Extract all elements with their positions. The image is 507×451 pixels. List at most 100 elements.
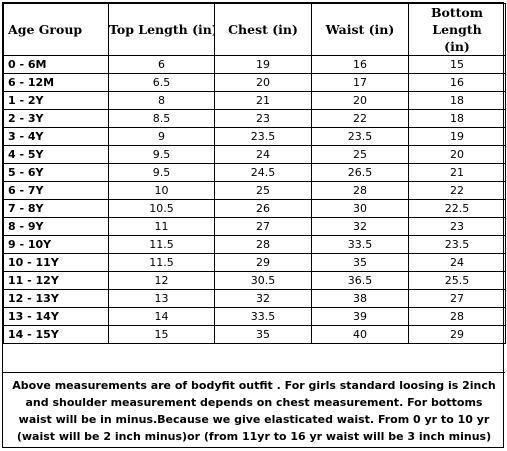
- table-row: 8 - 9Y 11 27 32 23: [3, 217, 506, 236]
- top-length-cell: 10.5: [108, 199, 215, 218]
- age-group-cell: 6 - 7Y: [3, 181, 109, 200]
- chest-cell: 24: [214, 145, 312, 164]
- age-group-cell: 14 - 15Y: [3, 325, 109, 344]
- chest-cell: 24.5: [214, 163, 312, 182]
- bottom-length-cell: 27: [408, 289, 506, 308]
- waist-cell: 28: [311, 181, 409, 200]
- table-row: 7 - 8Y 10.5 26 30 22.5: [3, 199, 506, 218]
- top-length-cell: 9.5: [108, 145, 215, 164]
- bottom-length-cell: 24: [408, 253, 506, 272]
- bottom-length-cell: 23: [408, 217, 506, 236]
- chest-cell: 27: [214, 217, 312, 236]
- table-header-row: Age Group Top Length (in) Chest (in) Wai…: [3, 3, 506, 56]
- table-row: 14 - 15Y 15 35 40 29: [3, 325, 506, 344]
- age-group-cell: 2 - 3Y: [3, 109, 109, 128]
- waist-cell: 23.5: [311, 127, 409, 146]
- table-row: 6 - 7Y 10 25 28 22: [3, 181, 506, 200]
- age-group-cell: 1 - 2Y: [3, 91, 109, 110]
- top-length-cell: 15: [108, 325, 215, 344]
- header-chest: Chest (in): [214, 3, 312, 56]
- table-row: 6 - 12M 6.5 20 17 16: [3, 73, 506, 92]
- bottom-length-cell: 20: [408, 145, 506, 164]
- bottom-length-cell: 28: [408, 307, 506, 326]
- bottom-length-cell: 21: [408, 163, 506, 182]
- waist-cell: 39: [311, 307, 409, 326]
- chest-cell: 23.5: [214, 127, 312, 146]
- header-age-group: Age Group: [3, 3, 109, 56]
- chest-cell: 25: [214, 181, 312, 200]
- bottom-length-cell: 22: [408, 181, 506, 200]
- waist-cell: 25: [311, 145, 409, 164]
- header-top-length: Top Length (in): [108, 3, 215, 56]
- header-bottom-length-label: Bottom Length (in): [430, 5, 483, 54]
- waist-cell: 40: [311, 325, 409, 344]
- table-row: 12 - 13Y 13 32 38 27: [3, 289, 506, 308]
- waist-cell: 20: [311, 91, 409, 110]
- top-length-cell: 8: [108, 91, 215, 110]
- table-row: 2 - 3Y 8.5 23 22 18: [3, 109, 506, 128]
- top-length-cell: 9.5: [108, 163, 215, 182]
- table-row: 3 - 4Y 9 23.5 23.5 19: [3, 127, 506, 146]
- age-group-cell: 5 - 6Y: [3, 163, 109, 182]
- waist-cell: 38: [311, 289, 409, 308]
- header-bottom-length: Bottom Length (in): [408, 3, 506, 56]
- chest-cell: 29: [214, 253, 312, 272]
- top-length-cell: 9: [108, 127, 215, 146]
- size-table: Age Group Top Length (in) Chest (in) Wai…: [3, 3, 506, 344]
- age-group-cell: 9 - 10Y: [3, 235, 109, 254]
- top-length-cell: 8.5: [108, 109, 215, 128]
- bottom-length-cell: 18: [408, 91, 506, 110]
- table-row: 1 - 2Y 8 21 20 18: [3, 91, 506, 110]
- age-group-cell: 11 - 12Y: [3, 271, 109, 290]
- table-row: 11 - 12Y 12 30.5 36.5 25.5: [3, 271, 506, 290]
- table-row: 10 - 11Y 11.5 29 35 24: [3, 253, 506, 272]
- waist-cell: 26.5: [311, 163, 409, 182]
- waist-cell: 16: [311, 55, 409, 74]
- table-row: 5 - 6Y 9.5 24.5 26.5 21: [3, 163, 506, 182]
- age-group-cell: 0 - 6M: [3, 55, 109, 74]
- age-group-cell: 10 - 11Y: [3, 253, 109, 272]
- bottom-length-cell: 22.5: [408, 199, 506, 218]
- table-row: 9 - 10Y 11.5 28 33.5 23.5: [3, 235, 506, 254]
- waist-cell: 32: [311, 217, 409, 236]
- top-length-cell: 12: [108, 271, 215, 290]
- age-group-cell: 6 - 12M: [3, 73, 109, 92]
- age-group-cell: 3 - 4Y: [3, 127, 109, 146]
- waist-cell: 17: [311, 73, 409, 92]
- age-group-cell: 13 - 14Y: [3, 307, 109, 326]
- chest-cell: 33.5: [214, 307, 312, 326]
- waist-cell: 33.5: [311, 235, 409, 254]
- age-group-cell: 7 - 8Y: [3, 199, 109, 218]
- chest-cell: 30.5: [214, 271, 312, 290]
- top-length-cell: 6.5: [108, 73, 215, 92]
- measurement-note-text: Above measurements are of bodyfit outfit…: [12, 379, 496, 443]
- age-group-cell: 8 - 9Y: [3, 217, 109, 236]
- table-row: 0 - 6M 6 19 16 15: [3, 55, 506, 74]
- header-waist: Waist (in): [311, 3, 409, 56]
- waist-cell: 30: [311, 199, 409, 218]
- bottom-length-cell: 29: [408, 325, 506, 344]
- top-length-cell: 10: [108, 181, 215, 200]
- chest-cell: 21: [214, 91, 312, 110]
- chest-cell: 26: [214, 199, 312, 218]
- chest-cell: 19: [214, 55, 312, 74]
- bottom-length-cell: 16: [408, 73, 506, 92]
- age-group-cell: 4 - 5Y: [3, 145, 109, 164]
- waist-cell: 35: [311, 253, 409, 272]
- top-length-cell: 11: [108, 217, 215, 236]
- table-row: 4 - 5Y 9.5 24 25 20: [3, 145, 506, 164]
- top-length-cell: 14: [108, 307, 215, 326]
- chest-cell: 32: [214, 289, 312, 308]
- measurement-note: Above measurements are of bodyfit outfit…: [3, 372, 505, 449]
- bottom-length-cell: 18: [408, 109, 506, 128]
- top-length-cell: 6: [108, 55, 215, 74]
- bottom-length-cell: 15: [408, 55, 506, 74]
- bottom-length-cell: 25.5: [408, 271, 506, 290]
- chest-cell: 28: [214, 235, 312, 254]
- top-length-cell: 11.5: [108, 253, 215, 272]
- bottom-length-cell: 19: [408, 127, 506, 146]
- waist-cell: 22: [311, 109, 409, 128]
- chest-cell: 35: [214, 325, 312, 344]
- age-group-cell: 12 - 13Y: [3, 289, 109, 308]
